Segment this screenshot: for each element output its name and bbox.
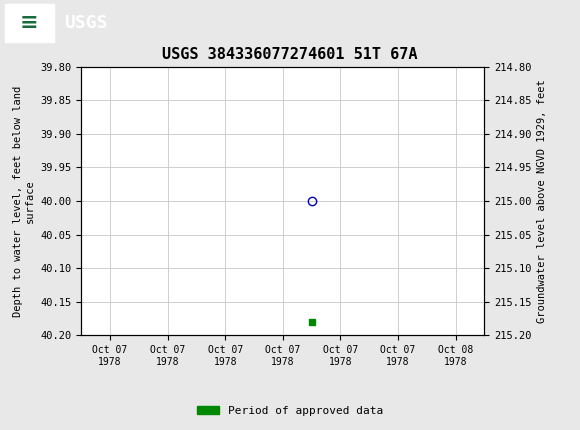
Legend: Period of approved data: Period of approved data bbox=[193, 401, 387, 420]
Y-axis label: Depth to water level, feet below land
surface: Depth to water level, feet below land su… bbox=[13, 86, 35, 316]
Text: ≡: ≡ bbox=[20, 12, 38, 33]
Y-axis label: Groundwater level above NGVD 1929, feet: Groundwater level above NGVD 1929, feet bbox=[537, 79, 547, 323]
FancyBboxPatch shape bbox=[5, 3, 54, 42]
Text: USGS 384336077274601 51T 67A: USGS 384336077274601 51T 67A bbox=[162, 47, 418, 62]
Text: USGS: USGS bbox=[64, 14, 107, 31]
